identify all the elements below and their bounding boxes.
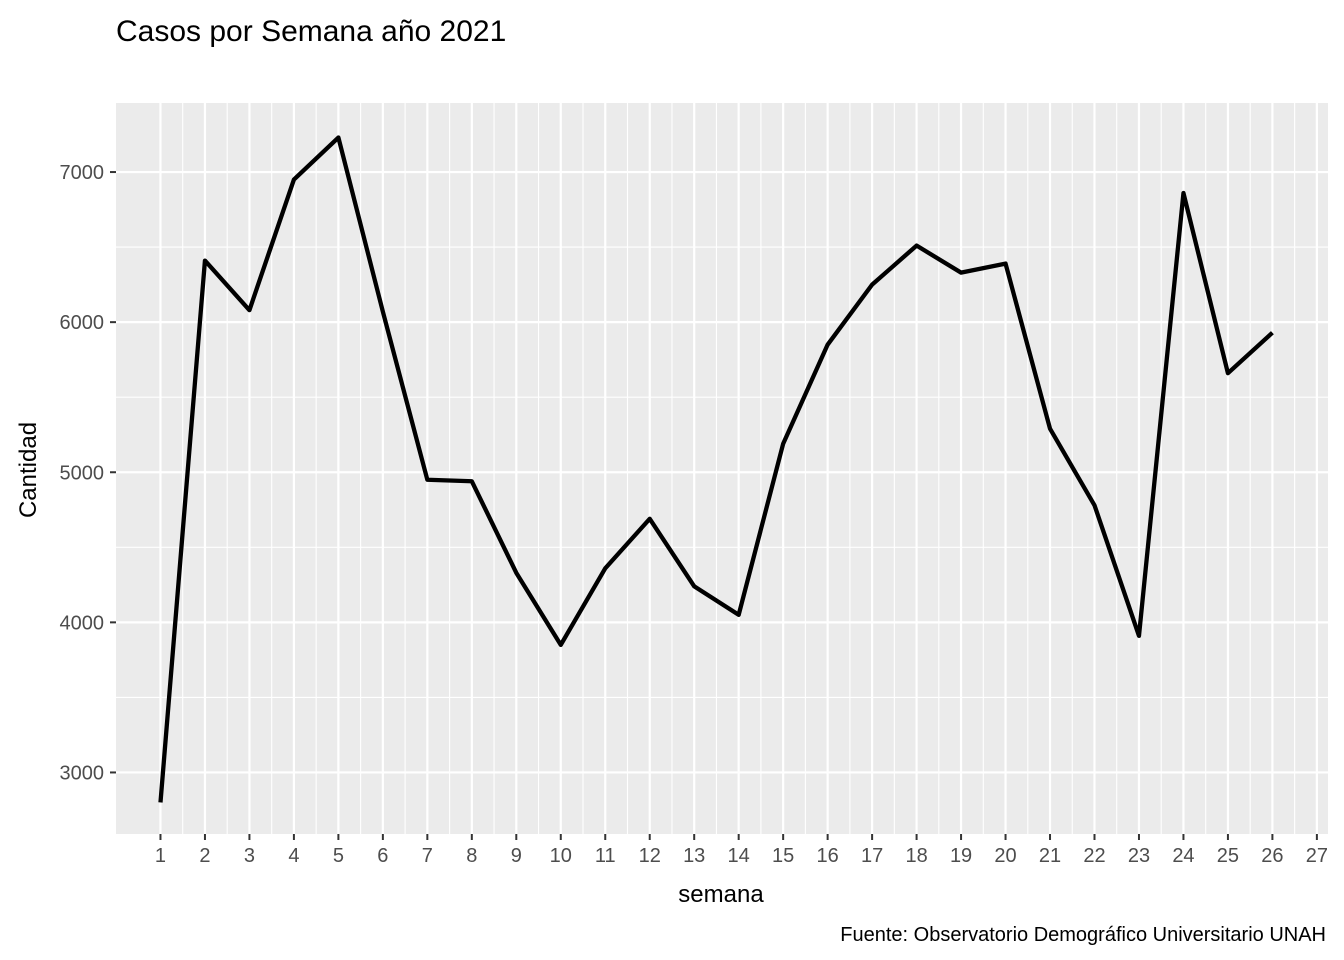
x-tick-label: 26 bbox=[1261, 845, 1283, 867]
x-tick-label: 4 bbox=[288, 845, 299, 867]
x-tick-label: 16 bbox=[817, 845, 839, 867]
x-tick-label: 18 bbox=[905, 845, 927, 867]
x-axis-title: semana bbox=[678, 881, 764, 908]
x-tick-label: 12 bbox=[639, 845, 661, 867]
x-axis: 1 2 3 4 5 6 7 8 9 10 11 12 13 14 15 16 17 18 19 20 21 22 23 24 2… bbox=[155, 834, 1328, 867]
grid-major bbox=[116, 103, 1328, 834]
x-tick-label: 11 bbox=[595, 845, 616, 867]
grid-minor bbox=[116, 103, 1328, 834]
x-tick-label: 5 bbox=[333, 845, 344, 867]
x-tick-label: 13 bbox=[683, 845, 705, 867]
x-tick-label: 9 bbox=[511, 845, 522, 867]
x-tick-label: 2 bbox=[199, 845, 210, 867]
y-tick-label: 3000 bbox=[60, 762, 105, 784]
x-tick-label: 27 bbox=[1306, 845, 1328, 867]
x-tick-label: 19 bbox=[950, 845, 972, 867]
x-tick-label: 23 bbox=[1128, 845, 1150, 867]
x-tick-label: 6 bbox=[377, 845, 388, 867]
x-tick-label: 7 bbox=[422, 845, 433, 867]
x-tick-label: 14 bbox=[728, 845, 750, 867]
x-tick-label: 20 bbox=[994, 845, 1016, 867]
x-tick-label: 17 bbox=[861, 845, 883, 867]
x-tick-label: 15 bbox=[772, 845, 794, 867]
y-tick-label: 7000 bbox=[60, 162, 105, 184]
x-tick-label: 1 bbox=[155, 845, 166, 867]
y-tick-label: 6000 bbox=[60, 312, 105, 334]
chart-caption: Fuente: Observatorio Demográfico Univers… bbox=[840, 924, 1326, 946]
x-tick-label: 8 bbox=[466, 845, 477, 867]
x-tick-label: 3 bbox=[244, 845, 255, 867]
x-tick-label: 21 bbox=[1039, 845, 1061, 867]
series-layer bbox=[158, 135, 1274, 803]
y-axis: 3000 4000 5000 6000 7000 bbox=[60, 162, 116, 784]
y-tick-label: 4000 bbox=[60, 612, 105, 634]
series-line-1 bbox=[158, 135, 1274, 803]
y-tick-label: 5000 bbox=[60, 462, 105, 484]
x-tick-label: 25 bbox=[1217, 845, 1239, 867]
chart-title: Casos por Semana año 2021 bbox=[116, 15, 506, 48]
x-tick-label: 24 bbox=[1172, 845, 1194, 867]
x-tick-label: 22 bbox=[1083, 845, 1105, 867]
x-tick-label: 10 bbox=[550, 845, 572, 867]
plot-panel bbox=[116, 103, 1328, 834]
y-axis-title: Cantidad bbox=[15, 422, 42, 518]
